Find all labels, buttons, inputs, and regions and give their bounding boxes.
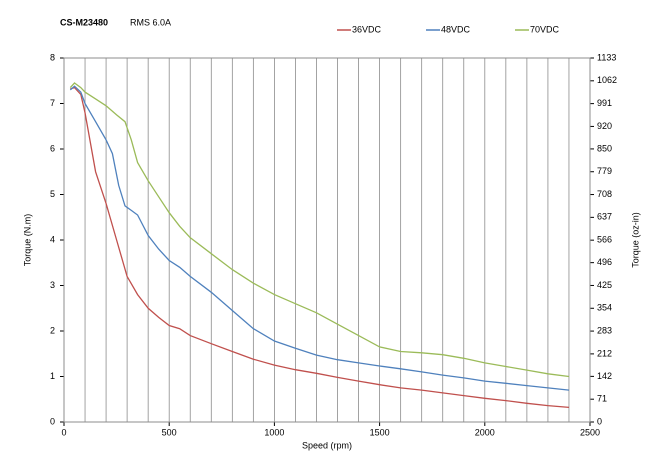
y2-tick-label: 850	[597, 143, 612, 153]
y2-tick-label: 0	[597, 416, 602, 426]
y2-tick-label: 71	[597, 394, 607, 404]
y2-tick-label: 566	[597, 235, 612, 245]
x-tick-label: 2500	[580, 427, 600, 437]
y2-tick-label: 496	[597, 257, 612, 267]
y-tick-label: 2	[50, 325, 55, 335]
x-tick-label: 1000	[264, 427, 284, 437]
series-line	[69, 85, 570, 391]
y2-tick-label: 1062	[597, 75, 617, 85]
series-line	[70, 86, 570, 409]
x-tick-label: 1500	[370, 427, 390, 437]
y-tick-label: 6	[50, 143, 55, 153]
plot-frame	[63, 57, 591, 423]
y-tick-label: 7	[50, 98, 55, 108]
y2-tick-label: 920	[597, 121, 612, 131]
y2-tick-label: 637	[597, 212, 612, 222]
y2-tick-label: 1133	[597, 52, 616, 62]
y-tick-label: 8	[50, 52, 55, 62]
y2-tick-label: 212	[597, 348, 612, 358]
chart-title: CS-M23480	[60, 17, 108, 27]
y-tick-label: 0	[50, 416, 55, 426]
y2-tick-label: 283	[597, 325, 612, 335]
y2-tick-label: 708	[597, 189, 612, 199]
legend-label: 48VDC	[441, 24, 471, 34]
y-tick-label: 3	[50, 280, 55, 290]
legend-label: 36VDC	[352, 24, 382, 34]
chart-subtitle: RMS 6.0A	[130, 17, 171, 27]
y-tick-label: 4	[50, 234, 55, 244]
legend-label: 70VDC	[530, 24, 560, 34]
y-axis-label: Torque (N.m)	[22, 214, 32, 267]
x-tick-label: 500	[162, 427, 177, 437]
y2-tick-label: 425	[597, 280, 612, 290]
x-axis-label: Speed (rpm)	[302, 440, 352, 450]
x-tick-label: 2000	[475, 427, 495, 437]
y-tick-label: 1	[50, 371, 55, 381]
y2-tick-label: 142	[597, 371, 612, 381]
y2-axis-label: Torque (oz-in)	[630, 212, 640, 268]
x-tick-label: 0	[61, 427, 66, 437]
y2-tick-label: 354	[597, 303, 612, 313]
y2-tick-label: 991	[597, 98, 612, 108]
y2-tick-label: 779	[597, 166, 612, 176]
series-line	[69, 82, 570, 378]
y-tick-label: 5	[50, 189, 55, 199]
